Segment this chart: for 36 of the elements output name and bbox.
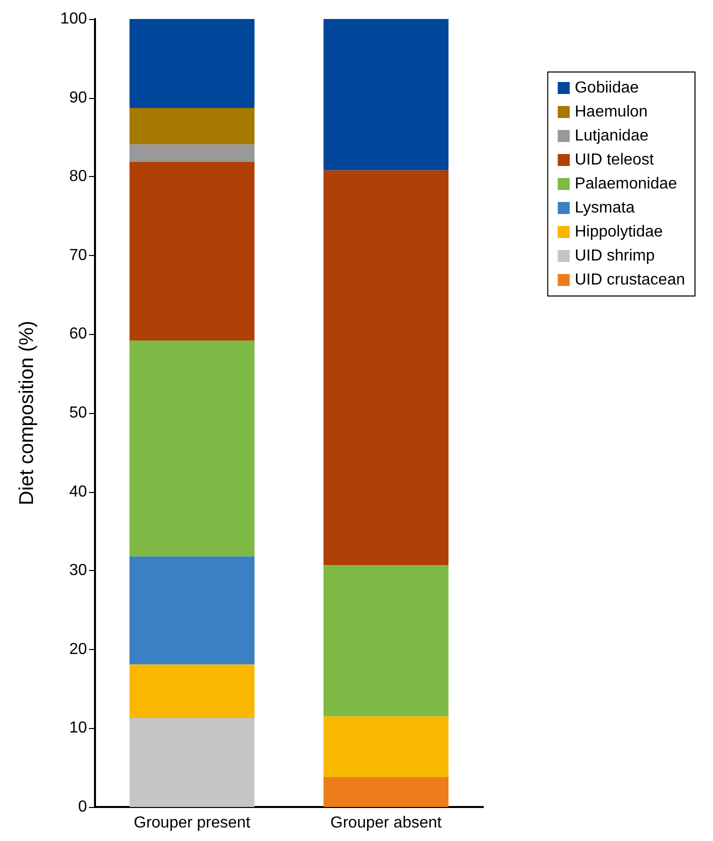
bar bbox=[130, 664, 254, 718]
y-tick-label: 90 bbox=[69, 89, 88, 106]
legend-label: UID shrimp bbox=[574, 248, 655, 264]
bar bbox=[130, 162, 254, 341]
bar bbox=[130, 144, 254, 162]
y-tick-label: 40 bbox=[69, 483, 88, 500]
legend-label: UID teleost bbox=[574, 152, 654, 168]
legend-label: Hippolytidae bbox=[574, 224, 663, 240]
bar bbox=[130, 340, 254, 556]
bar bbox=[130, 718, 254, 807]
y-tick-label: 80 bbox=[69, 168, 88, 186]
legend-label: Gobiidae bbox=[574, 80, 639, 96]
x-tick-label: Grouper absent bbox=[330, 814, 442, 832]
bar bbox=[324, 777, 448, 807]
legend-label: Palaemonidae bbox=[574, 176, 678, 192]
y-tick-label: 10 bbox=[69, 720, 88, 737]
y-axis-title: Diet composition (%) bbox=[16, 320, 38, 506]
y-tick-label: 20 bbox=[69, 640, 88, 658]
legend-label: UID crustacean bbox=[574, 272, 685, 288]
legend-label: Lysmata bbox=[574, 200, 635, 216]
legend-label: Haemulon bbox=[574, 104, 648, 120]
y-tick-label: 0 bbox=[78, 798, 88, 816]
y-tick-label: 70 bbox=[69, 246, 88, 264]
y-tick-label: 100 bbox=[60, 10, 88, 28]
y-tick-label: 60 bbox=[69, 326, 88, 343]
bar bbox=[324, 170, 448, 566]
bar bbox=[130, 19, 254, 108]
y-tick-label: 50 bbox=[69, 404, 88, 422]
legend-label: Lutjanidae bbox=[574, 128, 649, 144]
x-tick-label: Grouper present bbox=[134, 814, 251, 832]
y-tick-label: 30 bbox=[69, 562, 88, 580]
bar bbox=[130, 556, 254, 664]
bar bbox=[324, 19, 448, 170]
bar bbox=[130, 108, 254, 144]
bar bbox=[324, 565, 448, 716]
bar bbox=[324, 716, 448, 778]
